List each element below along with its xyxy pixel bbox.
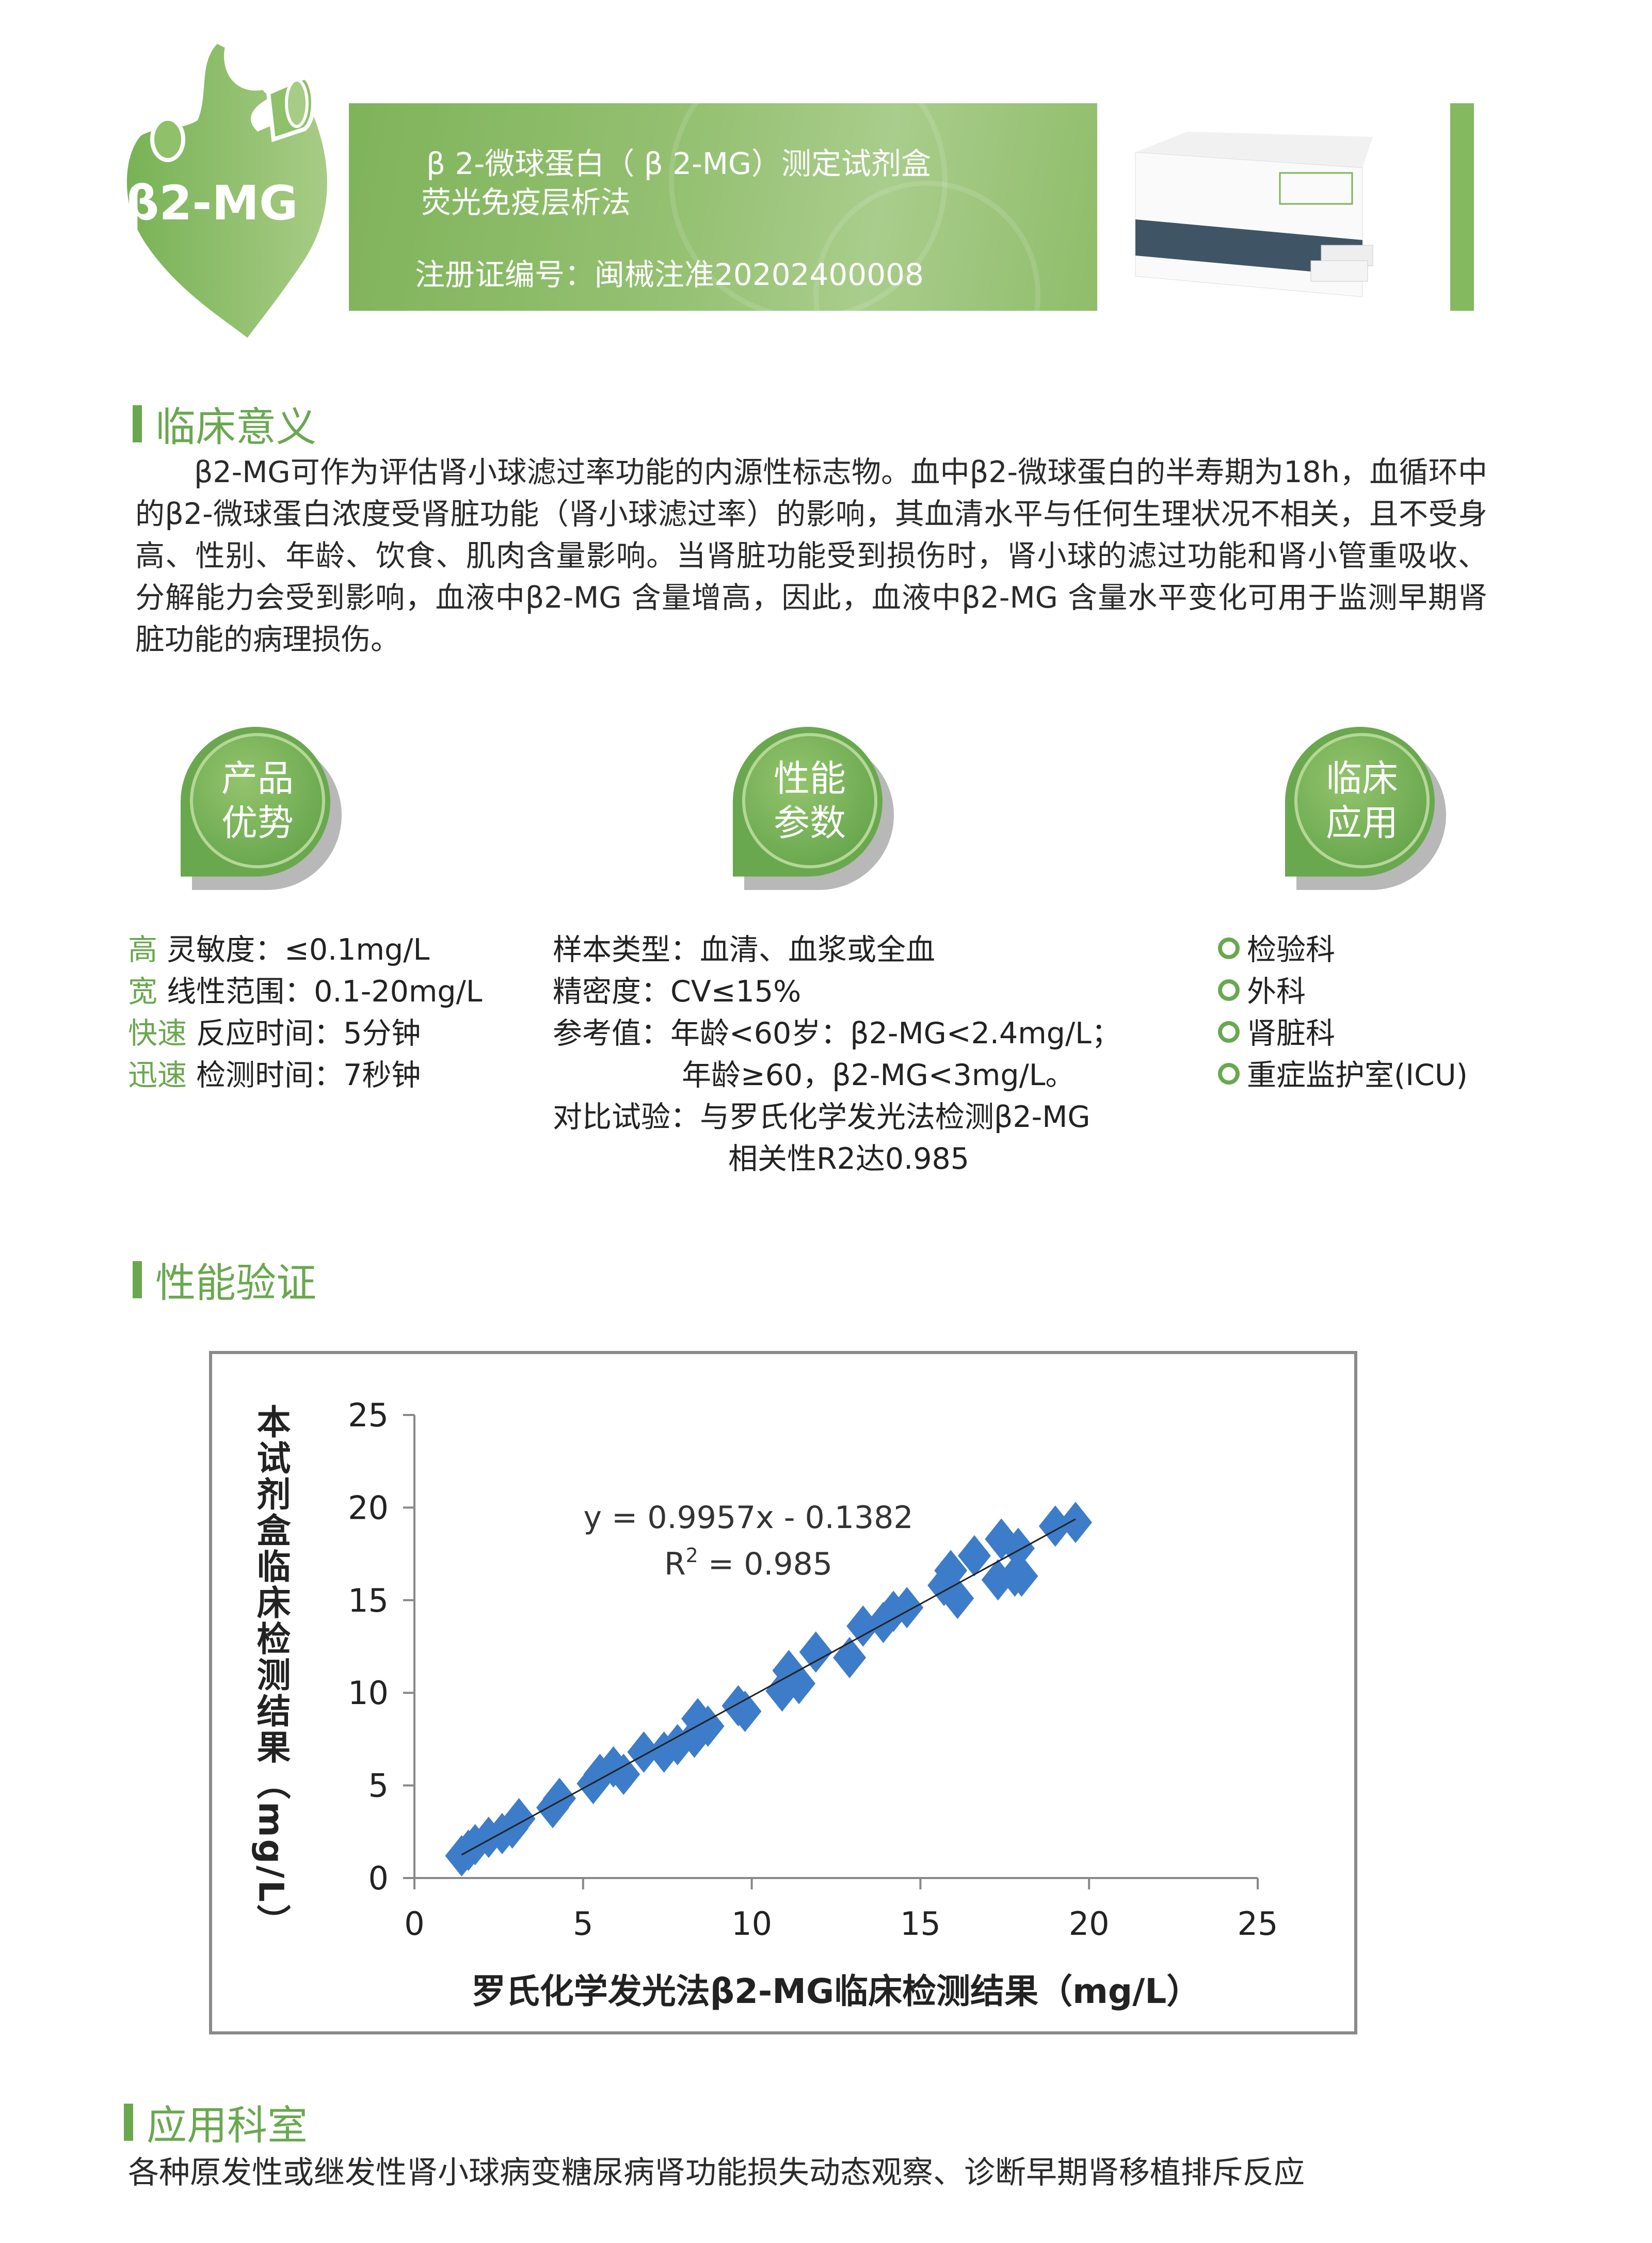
badge-product-advantages: 产品 优势	[181, 727, 342, 890]
list-item: 肾脏科	[1218, 1013, 1468, 1055]
badge-line: 应用	[1326, 802, 1398, 844]
x-tick-label: 20	[1069, 1905, 1110, 1943]
data-point	[957, 1535, 991, 1577]
y-tick-label: 5	[368, 1767, 389, 1805]
advantages-list: 高 灵敏度：≤0.1mg/L 宽 线性范围：0.1-20mg/L 快速 反应时间…	[128, 929, 483, 1096]
list-item: 迅速 检测时间：7秒钟	[128, 1058, 421, 1092]
trendline-equation: y = 0.9957x - 0.1382	[583, 1500, 913, 1536]
data-point	[1005, 1555, 1038, 1597]
logo-text: β2-MG	[125, 176, 298, 231]
circle-bullet-icon	[1218, 1021, 1240, 1043]
data-point	[846, 1605, 880, 1647]
x-tick-label: 15	[900, 1905, 941, 1943]
data-point	[799, 1631, 832, 1673]
heading-bar	[133, 1261, 142, 1298]
header-banner: β 2-微球蛋白（ β 2-MG）测定试剂盒 荧光免疫层析法 注册证编号：闽械注…	[349, 103, 1097, 311]
heading-bar	[124, 2104, 133, 2141]
x-tick-label: 0	[404, 1905, 424, 1943]
chart-frame	[209, 1351, 1357, 2034]
list-item: 对比试验：与罗氏化学发光法检测β2-MG	[553, 1100, 1090, 1134]
data-point	[627, 1731, 661, 1773]
data-point	[1059, 1502, 1093, 1544]
heart-logo: β2-MG	[122, 39, 331, 344]
list-item: 检验科	[1218, 929, 1468, 971]
x-tick-label: 25	[1238, 1905, 1278, 1943]
x-tick-label: 5	[573, 1905, 593, 1943]
circle-bullet-icon	[1218, 979, 1240, 1001]
y-tick-label: 25	[348, 1396, 389, 1434]
badge-performance-params: 性能 参数	[733, 727, 894, 890]
y-axis-label: 本试剂盒临床检测结果（mg/L）	[251, 1404, 291, 1940]
list-item: 重症监护室(ICU)	[1218, 1055, 1468, 1096]
badge-line: 参数	[774, 802, 846, 844]
heading-text: 临床意义	[155, 404, 317, 451]
clinical-significance-text: β2-MG可作为评估肾小球滤过率功能的内源性标志物。血中β2-微球蛋白的半寿期为…	[135, 455, 1487, 657]
departments-text: 各种原发性或继发性肾小球病变糖尿病肾功能损失动态观察、诊断早期肾移植排斥反应	[128, 2155, 1305, 2191]
circle-bullet-icon	[1218, 937, 1240, 960]
x-axis-label: 罗氏化学发光法β2-MG临床检测结果（mg/L）	[472, 1971, 1201, 2011]
y-tick-label: 20	[348, 1489, 389, 1526]
data-point	[1038, 1505, 1072, 1547]
data-point	[543, 1777, 576, 1819]
badge-line: 产品	[221, 757, 294, 800]
data-point	[1001, 1528, 1035, 1569]
registration-number: 注册证编号：闽械注准20202400008	[415, 257, 924, 292]
section-heading-clinical: 临床意义	[133, 395, 316, 453]
applications-list: 检验科 外科 肾脏科 重症监护室(ICU)	[1218, 929, 1468, 1096]
data-point	[782, 1663, 816, 1705]
data-point	[502, 1798, 536, 1840]
section-heading-performance: 性能验证	[133, 1251, 316, 1309]
badge-line: 性能	[774, 757, 846, 800]
list-item: 参考值：年龄<60岁：β2-MG<2.4mg/L；	[553, 1016, 1121, 1051]
data-point	[728, 1691, 762, 1732]
data-point	[607, 1754, 640, 1795]
accent-bar	[1450, 103, 1474, 311]
product-method: 荧光免疫层析法	[421, 185, 631, 220]
parameters-list: 样本类型：血清、血浆或全血 精密度：CV≤15% 参考值：年龄<60岁：β2-M…	[553, 929, 1121, 1180]
list-item: 精密度：CV≤15%	[553, 975, 801, 1009]
r-squared-label: R2 = 0.985	[664, 1544, 832, 1582]
product-box-image	[1135, 132, 1373, 297]
list-item: 宽 线性范围：0.1-20mg/L	[128, 975, 483, 1009]
list-item: 快速 反应时间：5分钟	[128, 1016, 421, 1051]
circle-bullet-icon	[1218, 1063, 1240, 1085]
trendline	[461, 1518, 1076, 1856]
y-tick-label: 15	[348, 1582, 389, 1619]
product-title: β 2-微球蛋白（ β 2-MG）测定试剂盒	[426, 146, 931, 181]
y-tick-label: 10	[348, 1674, 389, 1712]
list-item: 相关性R2达0.985	[728, 1142, 970, 1176]
badge-clinical-application: 临床 应用	[1285, 727, 1446, 890]
heading-text: 应用科室	[147, 2103, 308, 2149]
x-tick-label: 10	[731, 1905, 772, 1943]
heading-bar	[133, 405, 142, 442]
badge-line: 临床	[1326, 757, 1398, 800]
y-tick-label: 0	[368, 1859, 389, 1897]
section-heading-departments: 应用科室	[124, 2093, 308, 2151]
heading-text: 性能验证	[155, 1260, 317, 1307]
list-item: 年龄≥60，β2-MG<3mg/L。	[682, 1058, 1075, 1092]
data-point	[890, 1587, 924, 1629]
list-item: 高 灵敏度：≤0.1mg/L	[128, 933, 430, 967]
list-item: 样本类型：血清、血浆或全血	[553, 933, 935, 967]
badge-line: 优势	[221, 802, 294, 844]
list-item: 外科	[1218, 971, 1468, 1013]
